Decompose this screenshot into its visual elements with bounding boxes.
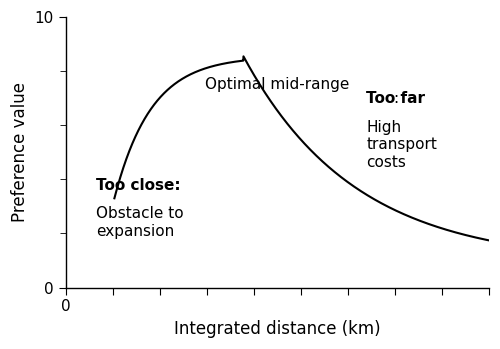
Text: Too close:: Too close: [96,178,181,193]
Y-axis label: Preference value: Preference value [11,82,29,222]
X-axis label: Integrated distance (km): Integrated distance (km) [174,320,380,338]
Text: :: : [394,91,399,106]
Text: High
transport
costs: High transport costs [366,120,437,170]
Text: Obstacle to
expansion: Obstacle to expansion [96,206,184,239]
Text: Optimal mid-range: Optimal mid-range [206,77,350,92]
Text: Too far: Too far [366,91,425,106]
